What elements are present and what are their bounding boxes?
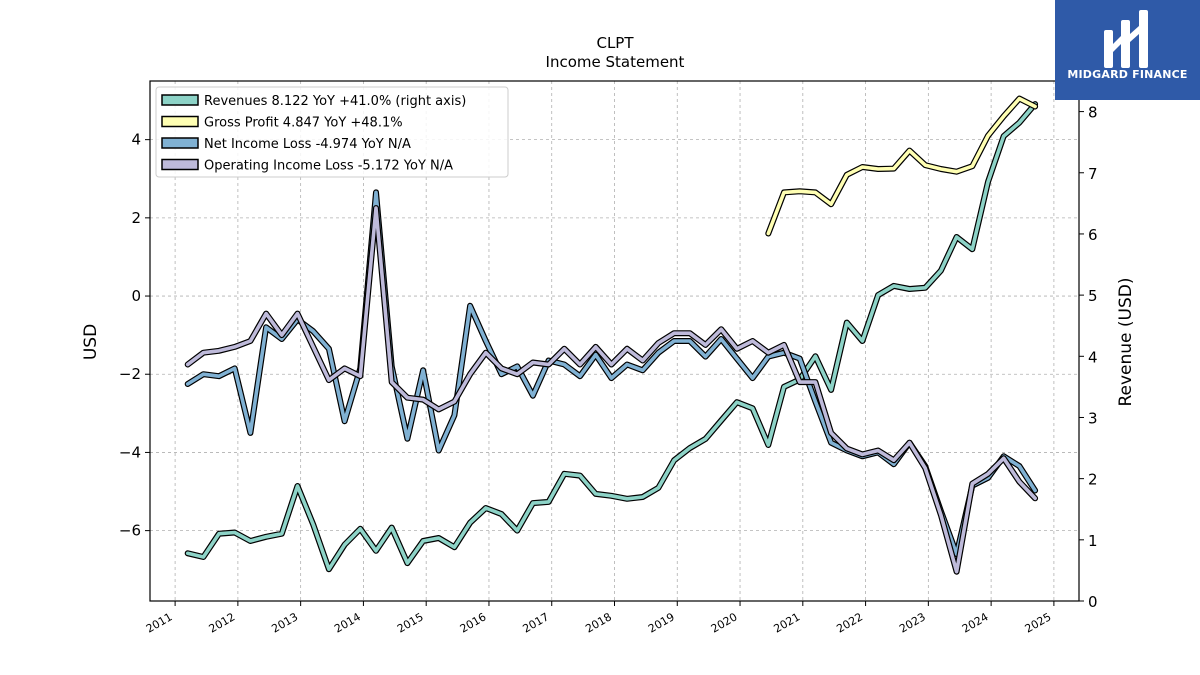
x-tick-label: 2012 <box>207 610 238 635</box>
legend-swatch <box>161 94 199 106</box>
logo-text: MIDGARD FINANCE <box>1067 68 1188 81</box>
series-1 <box>765 95 1039 237</box>
x-tick-label: 2016 <box>458 610 489 635</box>
series-2 <box>184 189 1039 558</box>
legend-entry: Net Income Loss -4.974 YoY N/A <box>204 137 411 152</box>
legend-swatch <box>161 158 199 171</box>
y-right-tick-label: 7 <box>1088 165 1098 183</box>
series-lines <box>184 95 1039 575</box>
y-tick-label: −4 <box>119 443 141 461</box>
x-tick-label: 2024 <box>960 610 991 635</box>
y-right-tick-label: 4 <box>1088 348 1098 366</box>
x-tick-label: 2018 <box>583 610 614 635</box>
series-line-outline <box>184 205 1039 575</box>
chart-subtitle: Income Statement <box>546 53 685 71</box>
legend-entry: Gross Profit 4.847 YoY +48.1% <box>204 116 403 131</box>
y-tick-label: −2 <box>119 365 141 383</box>
x-tick-label: 2020 <box>709 610 740 635</box>
legend-entry: Operating Income Loss -5.172 YoY N/A <box>204 159 453 174</box>
series-line <box>185 190 1037 556</box>
x-tick-label: 2015 <box>395 610 426 635</box>
y-axis-label: USD <box>81 324 101 360</box>
y-right-tick-label: 5 <box>1088 287 1098 305</box>
y-tick-label: 2 <box>131 209 141 227</box>
legend: Revenues 8.122 YoY +41.0% (right axis) Gr… <box>155 86 509 178</box>
x-tick-label: 2014 <box>332 610 363 635</box>
series-line <box>185 206 1037 574</box>
legend-swatch <box>161 137 199 149</box>
x-tick-label: 2023 <box>897 610 928 635</box>
x-tick-label: 2019 <box>646 610 677 635</box>
y-tick-label: 4 <box>131 131 141 149</box>
series-line-outline <box>184 189 1039 558</box>
series-line <box>185 102 1037 572</box>
chart-title: CLPT <box>596 34 634 52</box>
x-tick-label: 2021 <box>772 610 803 635</box>
y-right-tick-label: 2 <box>1088 471 1098 489</box>
series-3 <box>184 205 1039 575</box>
midgard-finance-logo: MIDGARD FINANCE <box>1055 0 1200 100</box>
legend-entry: Revenues 8.122 YoY +41.0% (right axis) <box>204 94 466 109</box>
y-right-tick-label: 0 <box>1088 593 1098 611</box>
logo-mark-icon <box>1104 10 1148 68</box>
x-tick-label: 2022 <box>834 610 865 635</box>
y-right-tick-label: 6 <box>1088 226 1098 244</box>
legend-swatch <box>161 115 199 128</box>
y-right-tick-label: 3 <box>1088 409 1098 427</box>
series-line <box>766 96 1037 236</box>
legend-box <box>155 86 509 178</box>
series-0 <box>184 101 1039 573</box>
y-tick-label: 0 <box>131 287 141 305</box>
x-tick-label: 2013 <box>269 610 300 635</box>
y-axis-right-label: Revenue (USD) <box>1116 277 1136 406</box>
x-tick-label: 2011 <box>144 610 175 635</box>
y-right-tick-label: 8 <box>1088 104 1098 122</box>
y-tick-label: −6 <box>119 522 141 540</box>
y-right-tick-label: 1 <box>1088 532 1098 550</box>
x-tick-label: 2025 <box>1023 610 1054 635</box>
x-tick-label: 2017 <box>520 610 551 635</box>
